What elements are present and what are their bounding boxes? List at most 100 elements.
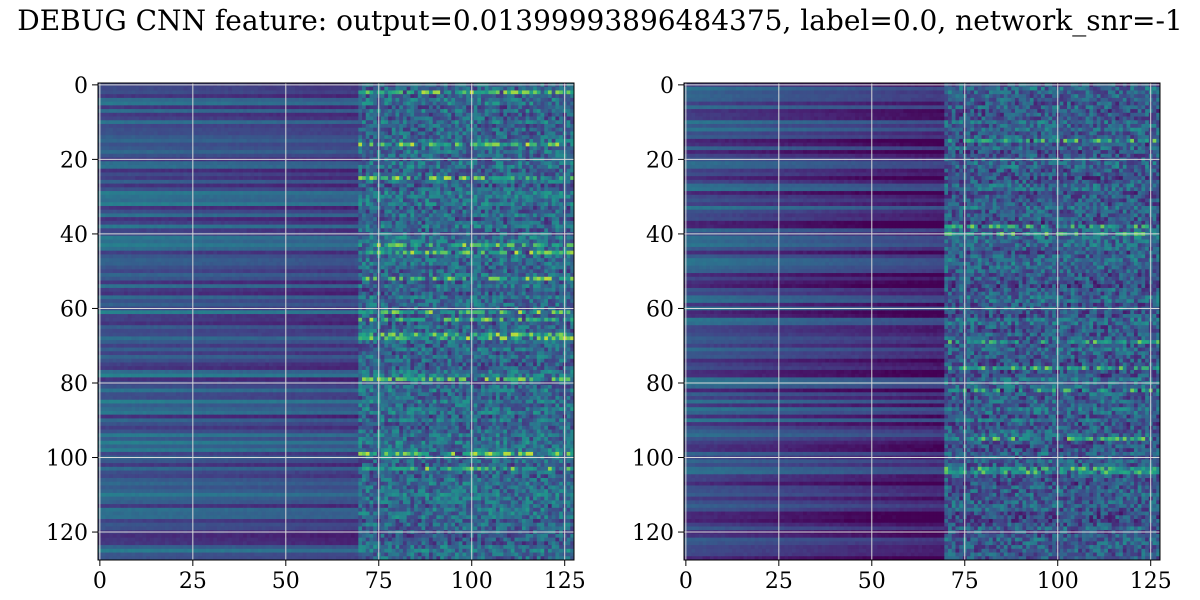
- heatmap-cell: [455, 87, 459, 91]
- heatmap-cell: [481, 187, 485, 191]
- heatmap-cell: [515, 128, 519, 132]
- heatmap-cell: [392, 199, 396, 203]
- heatmap-cell: [481, 117, 485, 121]
- heatmap-cell: [384, 210, 388, 214]
- heatmap-cell: [366, 90, 370, 94]
- heatmap-cell: [232, 128, 236, 132]
- heatmap-cell: [295, 180, 299, 184]
- heatmap-cell: [180, 176, 184, 180]
- heatmap-cell: [195, 131, 199, 135]
- heatmap-cell: [541, 98, 545, 102]
- heatmap-cell: [529, 180, 533, 184]
- heatmap-cell: [269, 87, 273, 91]
- heatmap-cell: [210, 161, 214, 165]
- heatmap-cell: [381, 206, 385, 210]
- heatmap-cell: [403, 221, 407, 225]
- heatmap-cell: [488, 165, 492, 169]
- heatmap-cell: [139, 139, 143, 143]
- heatmap-cell: [422, 225, 426, 229]
- heatmap-cell: [422, 206, 426, 210]
- heatmap-cell: [146, 143, 150, 147]
- heatmap-cell: [440, 124, 444, 128]
- heatmap-cell: [355, 128, 359, 132]
- heatmap-cell: [559, 94, 563, 98]
- heatmap-cell: [288, 87, 292, 91]
- heatmap-cell: [511, 128, 515, 132]
- heatmap-cell: [117, 225, 121, 229]
- heatmap-cell: [414, 184, 418, 188]
- heatmap-cell: [161, 221, 165, 225]
- heatmap-cell: [176, 176, 180, 180]
- heatmap-cell: [485, 213, 489, 217]
- heatmap-cell: [388, 139, 392, 143]
- heatmap-cell: [269, 109, 273, 113]
- heatmap-cell: [317, 150, 321, 154]
- heatmap-cell: [474, 161, 478, 165]
- heatmap-cell: [206, 176, 210, 180]
- heatmap-cell: [128, 90, 132, 94]
- heatmap-cell: [143, 172, 147, 176]
- heatmap-cell: [314, 150, 318, 154]
- heatmap-cell: [280, 117, 284, 121]
- heatmap-cell: [515, 94, 519, 98]
- heatmap-cell: [109, 199, 113, 203]
- heatmap-cell: [396, 154, 400, 158]
- heatmap-cell: [492, 184, 496, 188]
- heatmap-cell: [187, 131, 191, 135]
- heatmap-cell: [548, 120, 552, 124]
- heatmap-cell: [187, 161, 191, 165]
- heatmap-cell: [515, 191, 519, 195]
- heatmap-cell: [381, 199, 385, 203]
- heatmap-cell: [548, 146, 552, 150]
- heatmap-cell: [243, 124, 247, 128]
- heatmap-cell: [213, 128, 217, 132]
- heatmap-cell: [217, 161, 221, 165]
- heatmap-cell: [172, 172, 176, 176]
- heatmap-cell: [373, 98, 377, 102]
- heatmap-cell: [161, 146, 165, 150]
- heatmap-cell: [436, 102, 440, 106]
- heatmap-cell: [265, 202, 269, 206]
- heatmap-cell: [150, 191, 154, 195]
- heatmap-cell: [541, 113, 545, 117]
- heatmap-cell: [314, 124, 318, 128]
- heatmap-cell: [507, 165, 511, 169]
- heatmap-cell: [288, 221, 292, 225]
- heatmap-cell: [358, 221, 362, 225]
- heatmap-cell: [466, 146, 470, 150]
- heatmap-cell: [176, 87, 180, 91]
- heatmap-cell: [477, 187, 481, 191]
- heatmap-cell: [306, 210, 310, 214]
- heatmap-cell: [250, 131, 254, 135]
- heatmap-cell: [462, 90, 466, 94]
- heatmap-cell: [343, 109, 347, 113]
- heatmap-cell: [381, 90, 385, 94]
- heatmap-cell: [496, 217, 500, 221]
- heatmap-cell: [161, 139, 165, 143]
- heatmap-cell: [399, 105, 403, 109]
- heatmap-cell: [265, 105, 269, 109]
- heatmap-cell: [366, 120, 370, 124]
- heatmap-cell: [567, 206, 571, 210]
- heatmap-cell: [567, 120, 571, 124]
- heatmap-cell: [169, 105, 173, 109]
- heatmap-cell: [433, 172, 437, 176]
- heatmap-cell: [262, 94, 266, 98]
- heatmap-cell: [451, 131, 455, 135]
- heatmap-cell: [239, 199, 243, 203]
- heatmap-cell: [351, 172, 355, 176]
- heatmap-cell: [265, 102, 269, 106]
- heatmap-cell: [559, 210, 563, 214]
- heatmap-cell: [347, 87, 351, 91]
- heatmap-cell: [195, 213, 199, 217]
- heatmap-cell: [381, 225, 385, 229]
- heatmap-cell: [410, 90, 414, 94]
- heatmap-cell: [187, 187, 191, 191]
- heatmap-cell: [515, 199, 519, 203]
- heatmap-cell: [213, 206, 217, 210]
- heatmap-cell: [135, 94, 139, 98]
- heatmap-cell: [280, 176, 284, 180]
- heatmap-cell: [135, 128, 139, 132]
- heatmap-cell: [418, 135, 422, 139]
- heatmap-cell: [496, 221, 500, 225]
